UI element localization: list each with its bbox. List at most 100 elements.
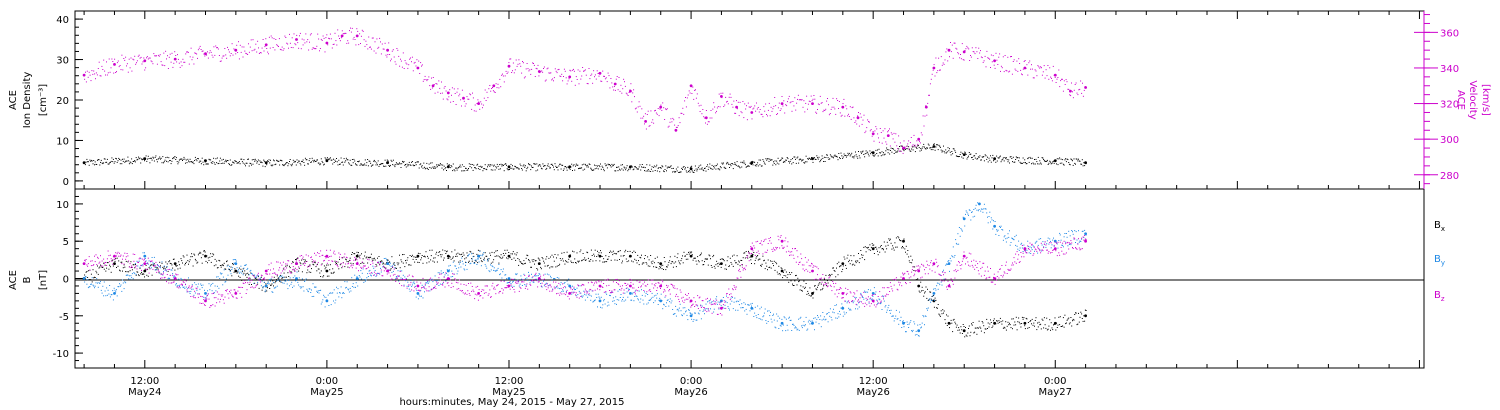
velocity-point	[1069, 89, 1072, 93]
by-sample	[588, 290, 590, 292]
density-sample	[1053, 160, 1054, 162]
density-sample	[883, 154, 885, 156]
density-sample	[532, 166, 534, 168]
velocity-sample	[983, 60, 985, 62]
velocity-sample	[806, 95, 808, 97]
bx-sample	[568, 258, 570, 260]
by-sample	[142, 252, 144, 254]
by-sample	[653, 295, 655, 297]
density-sample	[257, 161, 259, 163]
by-sample	[678, 307, 680, 309]
by-sample	[399, 275, 400, 277]
bx-sample	[720, 266, 722, 268]
density-sample	[955, 151, 957, 153]
by-sample	[515, 273, 517, 275]
bx-sample	[369, 256, 371, 258]
bx-sample	[756, 256, 758, 258]
density-sample	[897, 150, 899, 152]
velocity-sample	[1044, 77, 1046, 79]
density-sample	[198, 161, 200, 163]
density-sample	[1067, 159, 1069, 161]
bx-sample	[138, 274, 139, 276]
density-sample	[131, 158, 133, 160]
velocity-sample	[647, 110, 649, 112]
by-sample	[546, 282, 548, 284]
bx-sample	[954, 321, 956, 323]
bx-sample	[1005, 329, 1007, 331]
velocity-sample	[635, 107, 637, 109]
bx-sample	[282, 268, 284, 270]
bx-sample	[744, 252, 746, 254]
velocity-sample	[486, 91, 488, 93]
density-sample	[470, 163, 472, 165]
bx-sample	[325, 266, 327, 268]
density-sample	[732, 168, 734, 170]
bx-sample	[719, 264, 721, 266]
velocity-sample	[1054, 76, 1056, 78]
by-sample	[437, 272, 439, 274]
density-sample	[684, 168, 686, 170]
density-sample	[845, 154, 847, 156]
velocity-sample	[432, 77, 434, 78]
velocity-sample	[1010, 56, 1011, 58]
by-sample	[562, 290, 564, 292]
velocity-sample	[653, 122, 655, 124]
velocity-sample	[316, 45, 318, 47]
velocity-sample	[583, 70, 584, 72]
by-sample	[717, 301, 719, 303]
density-sample	[714, 165, 716, 167]
density-sample	[757, 165, 759, 167]
bx-sample	[524, 263, 526, 265]
legend-by: By	[1434, 254, 1445, 267]
by-sample	[556, 277, 558, 278]
by-sample	[697, 305, 699, 307]
bx-sample	[830, 279, 832, 281]
velocity-sample	[334, 32, 336, 34]
bx-sample	[684, 255, 686, 257]
density-sample	[133, 161, 135, 162]
density-sample	[444, 168, 446, 170]
bx-sample	[863, 246, 865, 248]
bx-sample	[96, 272, 98, 274]
density-sample	[977, 156, 979, 158]
by-sample	[669, 298, 671, 300]
by-sample	[333, 300, 334, 302]
bx-sample	[490, 254, 491, 256]
velocity-sample	[774, 97, 776, 98]
bx-sample	[929, 291, 931, 293]
velocity-sample	[433, 84, 435, 85]
bx-sample	[674, 255, 676, 257]
bx-sample	[970, 331, 972, 333]
density-sample	[740, 161, 742, 163]
velocity-sample	[1068, 88, 1070, 90]
bx-sample	[779, 274, 781, 276]
by-sample	[349, 287, 351, 289]
by-sample	[415, 296, 417, 298]
density-sample	[735, 164, 737, 166]
velocity-sample	[130, 57, 132, 59]
velocity-sample	[849, 106, 851, 108]
velocity-sample	[498, 87, 500, 89]
bx-sample	[298, 270, 300, 272]
bx-sample	[823, 285, 825, 287]
velocity-sample	[988, 57, 990, 59]
density-sample	[465, 167, 466, 169]
bx-sample	[213, 265, 215, 267]
bx-sample	[657, 262, 659, 264]
bx-sample	[783, 275, 785, 276]
by-sample	[657, 304, 659, 305]
velocity-sample	[386, 56, 388, 58]
bx-sample	[397, 264, 399, 266]
density-sample	[841, 155, 843, 157]
density-sample	[397, 163, 399, 165]
bx-sample	[882, 248, 884, 249]
velocity-sample	[179, 66, 181, 68]
velocity-sample	[125, 56, 127, 58]
velocity-sample	[282, 49, 284, 51]
velocity-sample	[651, 121, 653, 123]
velocity-sample	[789, 102, 791, 104]
bx-sample	[197, 254, 199, 256]
velocity-sample	[820, 102, 822, 104]
bx-sample	[1069, 322, 1071, 324]
by-sample	[692, 320, 694, 322]
